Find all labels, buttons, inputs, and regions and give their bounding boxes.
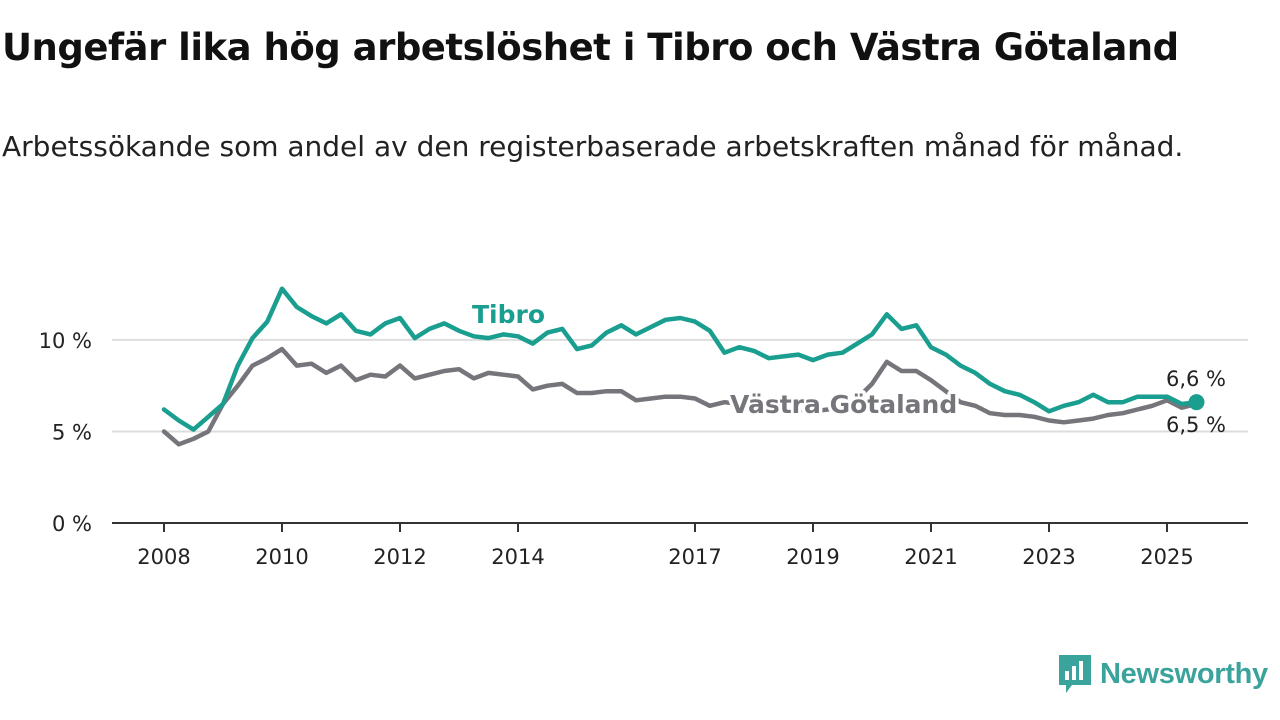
x-tick-label: 2019: [786, 545, 839, 569]
x-tick-label: 2010: [255, 545, 308, 569]
x-tick-label: 2023: [1022, 545, 1075, 569]
label-layer: 0 % 5 % 10 % 2008 2010 2012 2014 2017 2019 2021 20…: [39, 297, 1226, 570]
x-tick-label: 2008: [137, 545, 190, 569]
end-value-label-vastra-gotaland: 6,5 %: [1166, 413, 1226, 437]
y-tick-label: 10 %: [39, 329, 92, 353]
grid-layer: [112, 338, 1248, 532]
x-tick-label: 2021: [904, 545, 957, 569]
x-tick-label: 2025: [1140, 545, 1193, 569]
end-point-marker: [1188, 394, 1205, 411]
x-tick-label: 2012: [373, 545, 426, 569]
end-value-label-tibro: 6,6 %: [1166, 367, 1226, 391]
x-tick-label: 2017: [668, 545, 721, 569]
chart-title: Ungefär lika hög arbetslöshet i Tibro oc…: [2, 26, 1179, 69]
series-label-tibro: Tibro: [472, 300, 545, 329]
x-tick-label: 2014: [491, 545, 544, 569]
chart-subtitle: Arbetssökande som andel av den registerb…: [2, 130, 1184, 163]
newsworthy-logo-icon: [1059, 655, 1091, 693]
newsworthy-brand: Newsworthy: [1058, 654, 1268, 694]
series-label-vastra-gotaland: Västra Götaland: [730, 390, 957, 419]
series-line-vastra-gotaland: [161, 346, 1199, 447]
y-tick-label: 5 %: [52, 420, 92, 444]
series-layer: [161, 286, 1205, 447]
brand-name: Newsworthy: [1100, 657, 1268, 690]
y-tick-label: 0 %: [52, 512, 92, 536]
series-line-tibro: [161, 286, 1199, 432]
